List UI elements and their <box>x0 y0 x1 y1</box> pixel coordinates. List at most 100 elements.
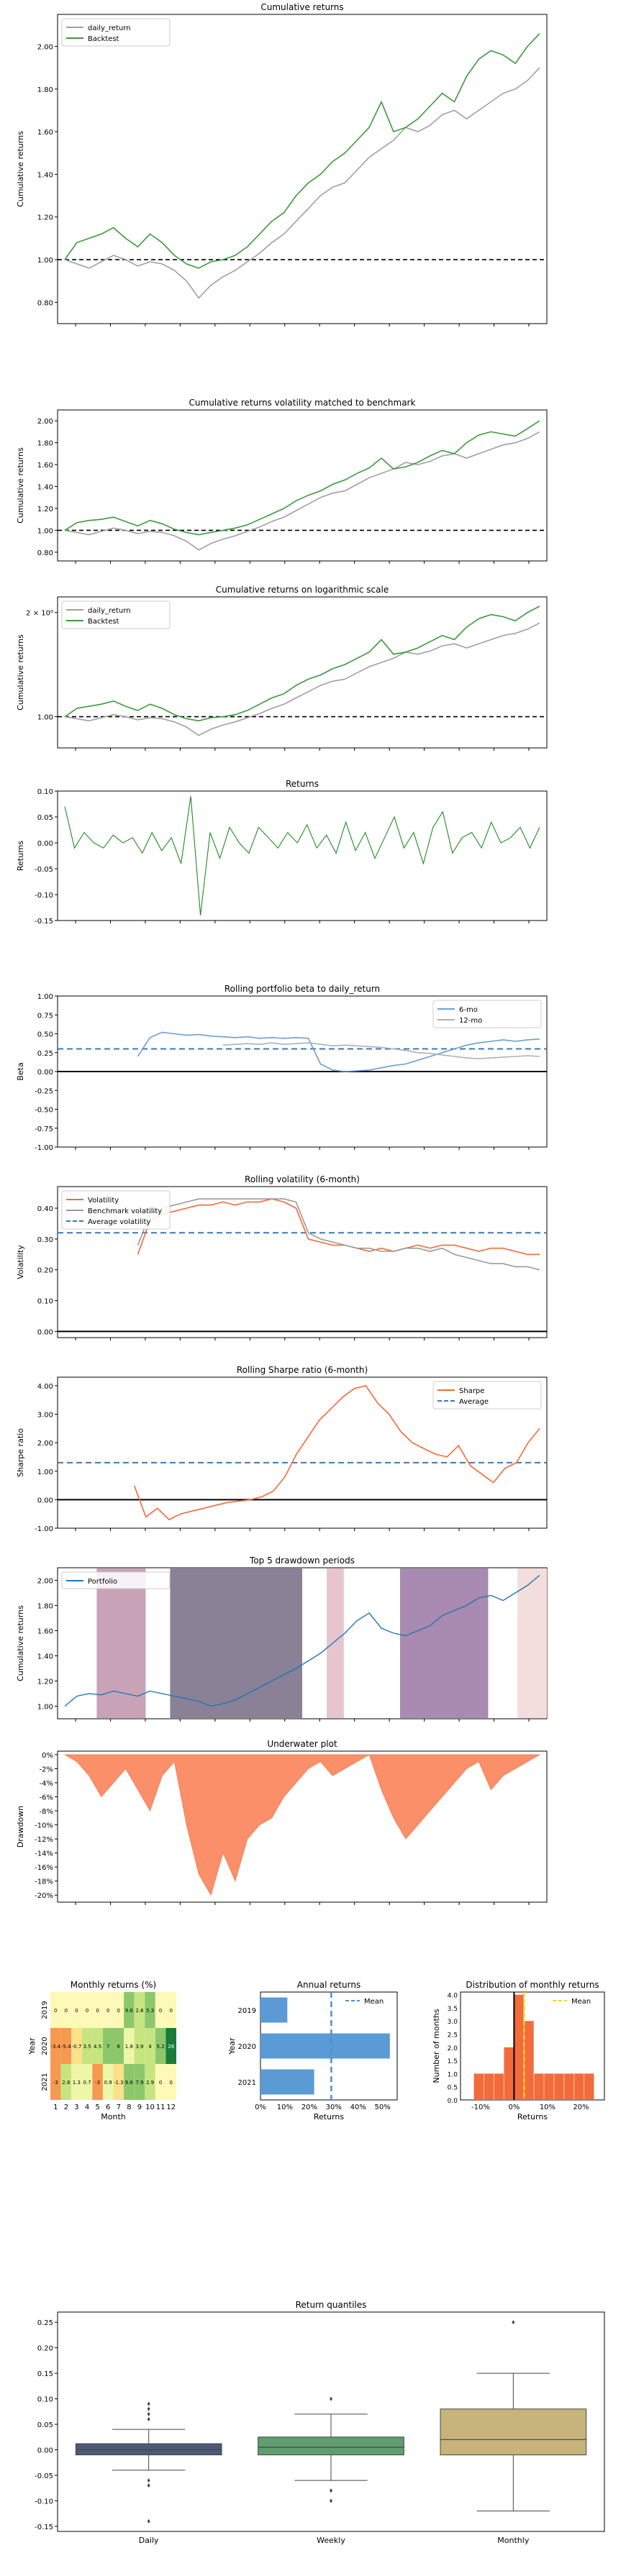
heatmap-cell <box>81 2064 93 2100</box>
panel-sharpe: Rolling Sharpe ratio (6-month) Sharpe rat… <box>16 1365 548 1533</box>
legend-entry: Mean <box>364 1998 384 2006</box>
heatmap-cell <box>165 2064 176 2100</box>
heatmap-cell <box>134 2028 145 2064</box>
histogram-bar <box>494 2073 504 2100</box>
y-tick-label: 1.00 <box>37 257 53 265</box>
chart-title: Underwater plot <box>267 1739 337 1749</box>
y-tick-label: -20% <box>35 1892 53 1900</box>
panel-returns: Returns Returns 0.10 0.05 0.00 -0.05 -0.10 -0.1… <box>16 779 548 926</box>
heatmap-value: 1.8 <box>125 2044 133 2050</box>
series-line-backtest <box>64 420 540 536</box>
x-tick-label: 20% <box>301 2104 317 2111</box>
heatmap-cell <box>92 2064 103 2100</box>
x-tick-label: 0% <box>508 2104 520 2111</box>
x-tick-label: 50% <box>375 2104 391 2111</box>
series-line-daily_return <box>64 67 540 299</box>
legend-entry: daily_return <box>88 607 131 615</box>
heatmap-cell <box>124 1992 135 2028</box>
y-tick-label: -1.00 <box>35 1144 53 1152</box>
histogram-bar <box>584 2073 594 2100</box>
y-tick-label: 0.00 <box>37 1069 53 1077</box>
drawdown-area <box>64 1754 540 1896</box>
y-tick-label: 1.00 <box>37 993 53 1001</box>
plot-frame <box>57 790 548 921</box>
outlier-marker <box>147 2483 150 2488</box>
heatmap-cell <box>155 2028 166 2064</box>
x-tick-label: 30% <box>326 2104 342 2111</box>
histogram-bar <box>544 2073 554 2100</box>
y-tick-label: 0.75 <box>37 1012 53 1020</box>
chart-title: Monthly returns (%) <box>71 1980 156 1990</box>
drawdown-band <box>170 1568 302 1718</box>
legend-box <box>432 1381 542 1410</box>
heatmap-value: 0 <box>169 2008 172 2014</box>
y-tick-label: 1.60 <box>37 129 53 137</box>
x-tick-label: 0% <box>255 2104 266 2111</box>
legend-box <box>61 1571 171 1589</box>
outlier-marker <box>147 2411 150 2416</box>
heatmap-value: -3 <box>95 2080 100 2086</box>
y-tick-label: 0.50 <box>37 1031 53 1039</box>
x-tick-label: -10% <box>471 2104 490 2111</box>
x-tick-label: 11 <box>156 2104 165 2111</box>
y-axis-label: Year <box>27 2037 37 2055</box>
series-line-benchmark-volatility <box>137 1198 540 1271</box>
x-tick-label: 4 <box>85 2104 89 2111</box>
legend-entry: Average <box>459 1398 489 1406</box>
y-tick-label: -8% <box>40 1808 53 1816</box>
panel-beta: Rolling portfolio beta to daily_return Be… <box>16 984 548 1152</box>
heatmap-cell <box>145 2028 155 2064</box>
x-tick-label: 10% <box>540 2104 555 2111</box>
y-tick-label: -0.25 <box>35 1087 53 1095</box>
y-axis-label: Beta <box>16 1062 25 1080</box>
heatmap-cell <box>124 2064 135 2100</box>
y-tick-label: 1.00 <box>37 714 53 722</box>
series-line-6-mo <box>137 1031 540 1072</box>
y-tick-label: 0.25 <box>37 2319 53 2327</box>
heatmap-value: 5.3 <box>146 2008 154 2014</box>
heatmap-value: 0 <box>96 2008 99 2014</box>
heatmap-cell <box>60 2064 72 2100</box>
x-axis-label: Month <box>101 2112 126 2121</box>
heatmap-cell <box>60 2028 72 2064</box>
heatmap-value: 5.2 <box>157 2044 165 2050</box>
y-tick-label: 4.0 <box>448 1993 458 2000</box>
panel-return-quantiles: Return quantiles 0.25 0.20 0.15 0.10 0.05 0.00… <box>35 2300 605 2545</box>
heatmap-value: 4 <box>148 2044 152 2050</box>
histogram-bar <box>554 2073 564 2100</box>
y-axis-label: Number of months <box>432 2009 441 2083</box>
y-tick-label: -0.05 <box>35 866 53 874</box>
heatmap-cell <box>102 2028 114 2064</box>
legend-entry: Backtest <box>88 618 119 626</box>
y-tick-label: -0.10 <box>35 2498 53 2506</box>
histogram-bar <box>514 1994 524 2100</box>
outlier-marker <box>147 2401 150 2406</box>
outlier-marker <box>330 2396 332 2401</box>
y-tick-label: 1.00 <box>37 1704 53 1712</box>
y-tick-label: 0.00 <box>37 1497 53 1504</box>
heatmap-value: 0 <box>117 2008 120 2014</box>
outlier-marker <box>147 2518 150 2524</box>
y-tick-label: 1.0 <box>448 2071 458 2078</box>
heatmap-value: 26 <box>168 2044 174 2050</box>
y-axis-label: Returns <box>16 841 25 872</box>
y-tick-label: 1.40 <box>37 1653 53 1661</box>
heatmap-value: 4.5 <box>94 2044 101 2050</box>
y-tick-label: 0.80 <box>37 299 53 307</box>
chart-title: Rolling portfolio beta to daily_return <box>224 984 380 994</box>
heatmap-value: -0.7 <box>72 2044 82 2050</box>
panel-underwater: Underwater plot Drawdown 0% -2% -4% -6% -8% -10… <box>16 1739 548 1905</box>
y-tick-label: 2 × 10⁰ <box>26 610 53 618</box>
y-tick-label: 1.00 <box>37 527 53 535</box>
y-tick-label: 0.0 <box>448 2098 458 2105</box>
legend-entry: Benchmark volatility <box>88 1207 162 1215</box>
heatmap-value: 1.3 <box>73 2080 81 2086</box>
y-axis-label: Drawdown <box>16 1806 25 1847</box>
heatmap-cell <box>60 1992 72 2028</box>
chart-title: Return quantiles <box>296 2300 367 2310</box>
heatmap-cell <box>50 2064 61 2100</box>
heatmap-cell <box>92 1992 103 2028</box>
y-tick-label: 4.00 <box>37 1383 53 1391</box>
heatmap-cell <box>102 1992 114 2028</box>
